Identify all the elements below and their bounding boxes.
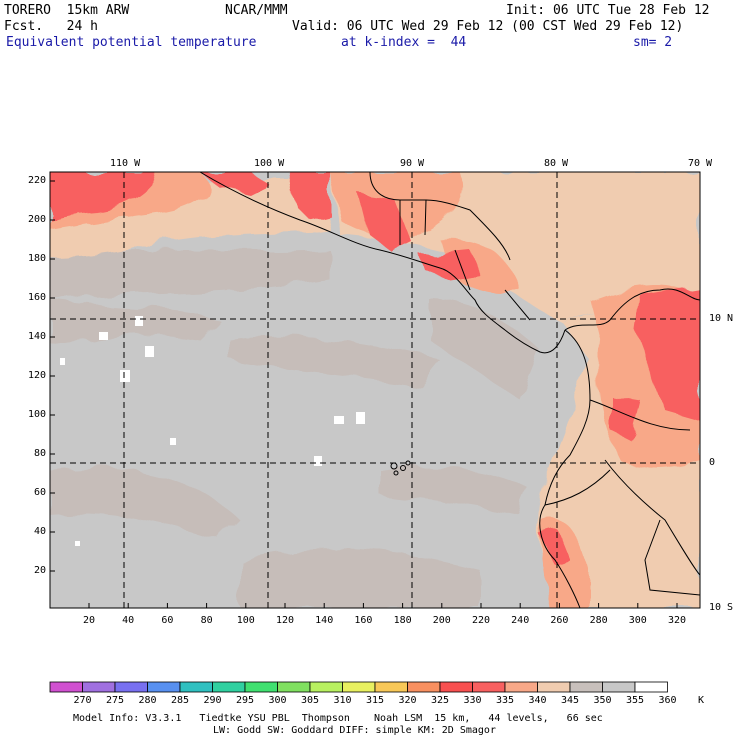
y-tick-label: 180 [27,253,46,264]
colorbar-cell [114,681,148,693]
colorbar-label: 325 [430,695,450,706]
colorbar-cell [634,681,668,693]
colorbar-cell [309,681,343,693]
x-tick-label: 20 [82,615,96,626]
colorbar-cell [49,681,83,693]
x-tick-label: 120 [275,615,295,626]
colorbar-unit: K [697,695,705,706]
colorbar-label: 330 [463,695,482,706]
colorbar-cell [537,681,571,693]
x-tick-label: 60 [161,615,174,626]
theta-e-field [50,172,700,608]
colorbar-label: 285 [170,695,190,706]
lat-label-10s: 10 S [709,602,734,613]
x-tick-label: 320 [667,615,687,626]
y-tick-label: 200 [27,214,46,225]
y-tick-label: 60 [33,487,46,498]
x-tick-label: 100 [236,615,255,626]
x-tick-label: 240 [511,615,530,626]
lat-label-10n: 10 N [709,313,734,324]
y-tick-label: 80 [33,448,46,459]
model-info: Model Info: V3.3.1 Tiedtke YSU PBL Thomp… [73,713,603,724]
colorbar-label: 335 [495,695,515,706]
organization: NCAR/MMM [225,3,288,18]
lon-label-100w: 100 W [254,158,285,169]
y-tick-label: 160 [27,292,46,303]
init-time: Init: 06 UTC Tue 28 Feb 12 [506,3,710,18]
colorbar-label: 295 [235,695,255,706]
x-tick-label: 220 [471,615,491,626]
colorbar-cell [212,681,246,693]
colorbar-label: 280 [138,695,157,706]
y-tick-label: 140 [27,331,46,342]
colorbar-cell [472,681,506,693]
colorbar-cell [407,681,441,693]
lon-label-80w: 80 W [544,158,569,169]
x-tick-label: 80 [200,615,213,626]
x-tick-label: 280 [589,615,608,626]
y-tick-label: 100 [27,409,46,420]
y-tick-label: 120 [27,370,46,381]
x-tick-label: 300 [628,615,647,626]
x-tick-label: 160 [354,615,373,626]
colorbar-label: 290 [203,695,222,706]
colorbar-label: 315 [365,695,385,706]
colorbar-cell [602,681,636,693]
colorbar-label: 300 [268,695,287,706]
colorbar-label: 340 [528,695,547,706]
colorbar-label: 345 [560,695,580,706]
colorbar-cell [374,681,408,693]
field-name: Equivalent potential temperature [6,35,257,50]
colorbar-cell [504,681,538,693]
colorbar-label: 360 [658,695,677,706]
y-tick-label: 220 [27,175,46,186]
colorbar-label: 310 [333,695,352,706]
y-tick-label: 40 [33,526,46,537]
colorbar-label: 355 [625,695,645,706]
colorbar-cell [147,681,181,693]
forecast-hour: Fcst. 24 h [4,19,98,34]
smoothing: sm= 2 [633,35,673,50]
colorbar-cell [82,681,116,693]
colorbar-cell [569,681,603,693]
colorbar-label: 270 [73,695,92,706]
lon-label-110w: 110 W [110,158,141,169]
colorbar-cell [439,681,473,693]
colorbar-label: 350 [593,695,612,706]
vertical-level: at k-index = 44 [341,35,467,50]
colorbar-label: 320 [398,695,417,706]
x-tick-label: 200 [432,615,451,626]
x-tick-label: 260 [550,615,569,626]
colorbar-label: 305 [300,695,320,706]
x-tick-label: 140 [315,615,334,626]
model-name: TORERO 15km ARW [4,3,130,18]
valid-time: Valid: 06 UTC Wed 29 Feb 12 (00 CST Wed … [292,19,684,34]
lon-label-70w: 70 W [688,158,713,169]
y-tick-label: 20 [33,565,46,576]
x-tick-label: 180 [393,615,412,626]
colorbar-label: 275 [105,695,125,706]
colorbar-cell [179,681,213,693]
map-frame [49,171,701,609]
model-physics: LW: Godd SW: Goddard DIFF: simple KM: 2D… [213,725,496,736]
x-tick-label: 40 [122,615,135,626]
colorbar-cell [244,681,278,693]
colorbar-cell [342,681,376,693]
lon-label-90w: 90 W [400,158,425,169]
lat-label-0: 0 [709,457,716,468]
colorbar-cell [277,681,311,693]
